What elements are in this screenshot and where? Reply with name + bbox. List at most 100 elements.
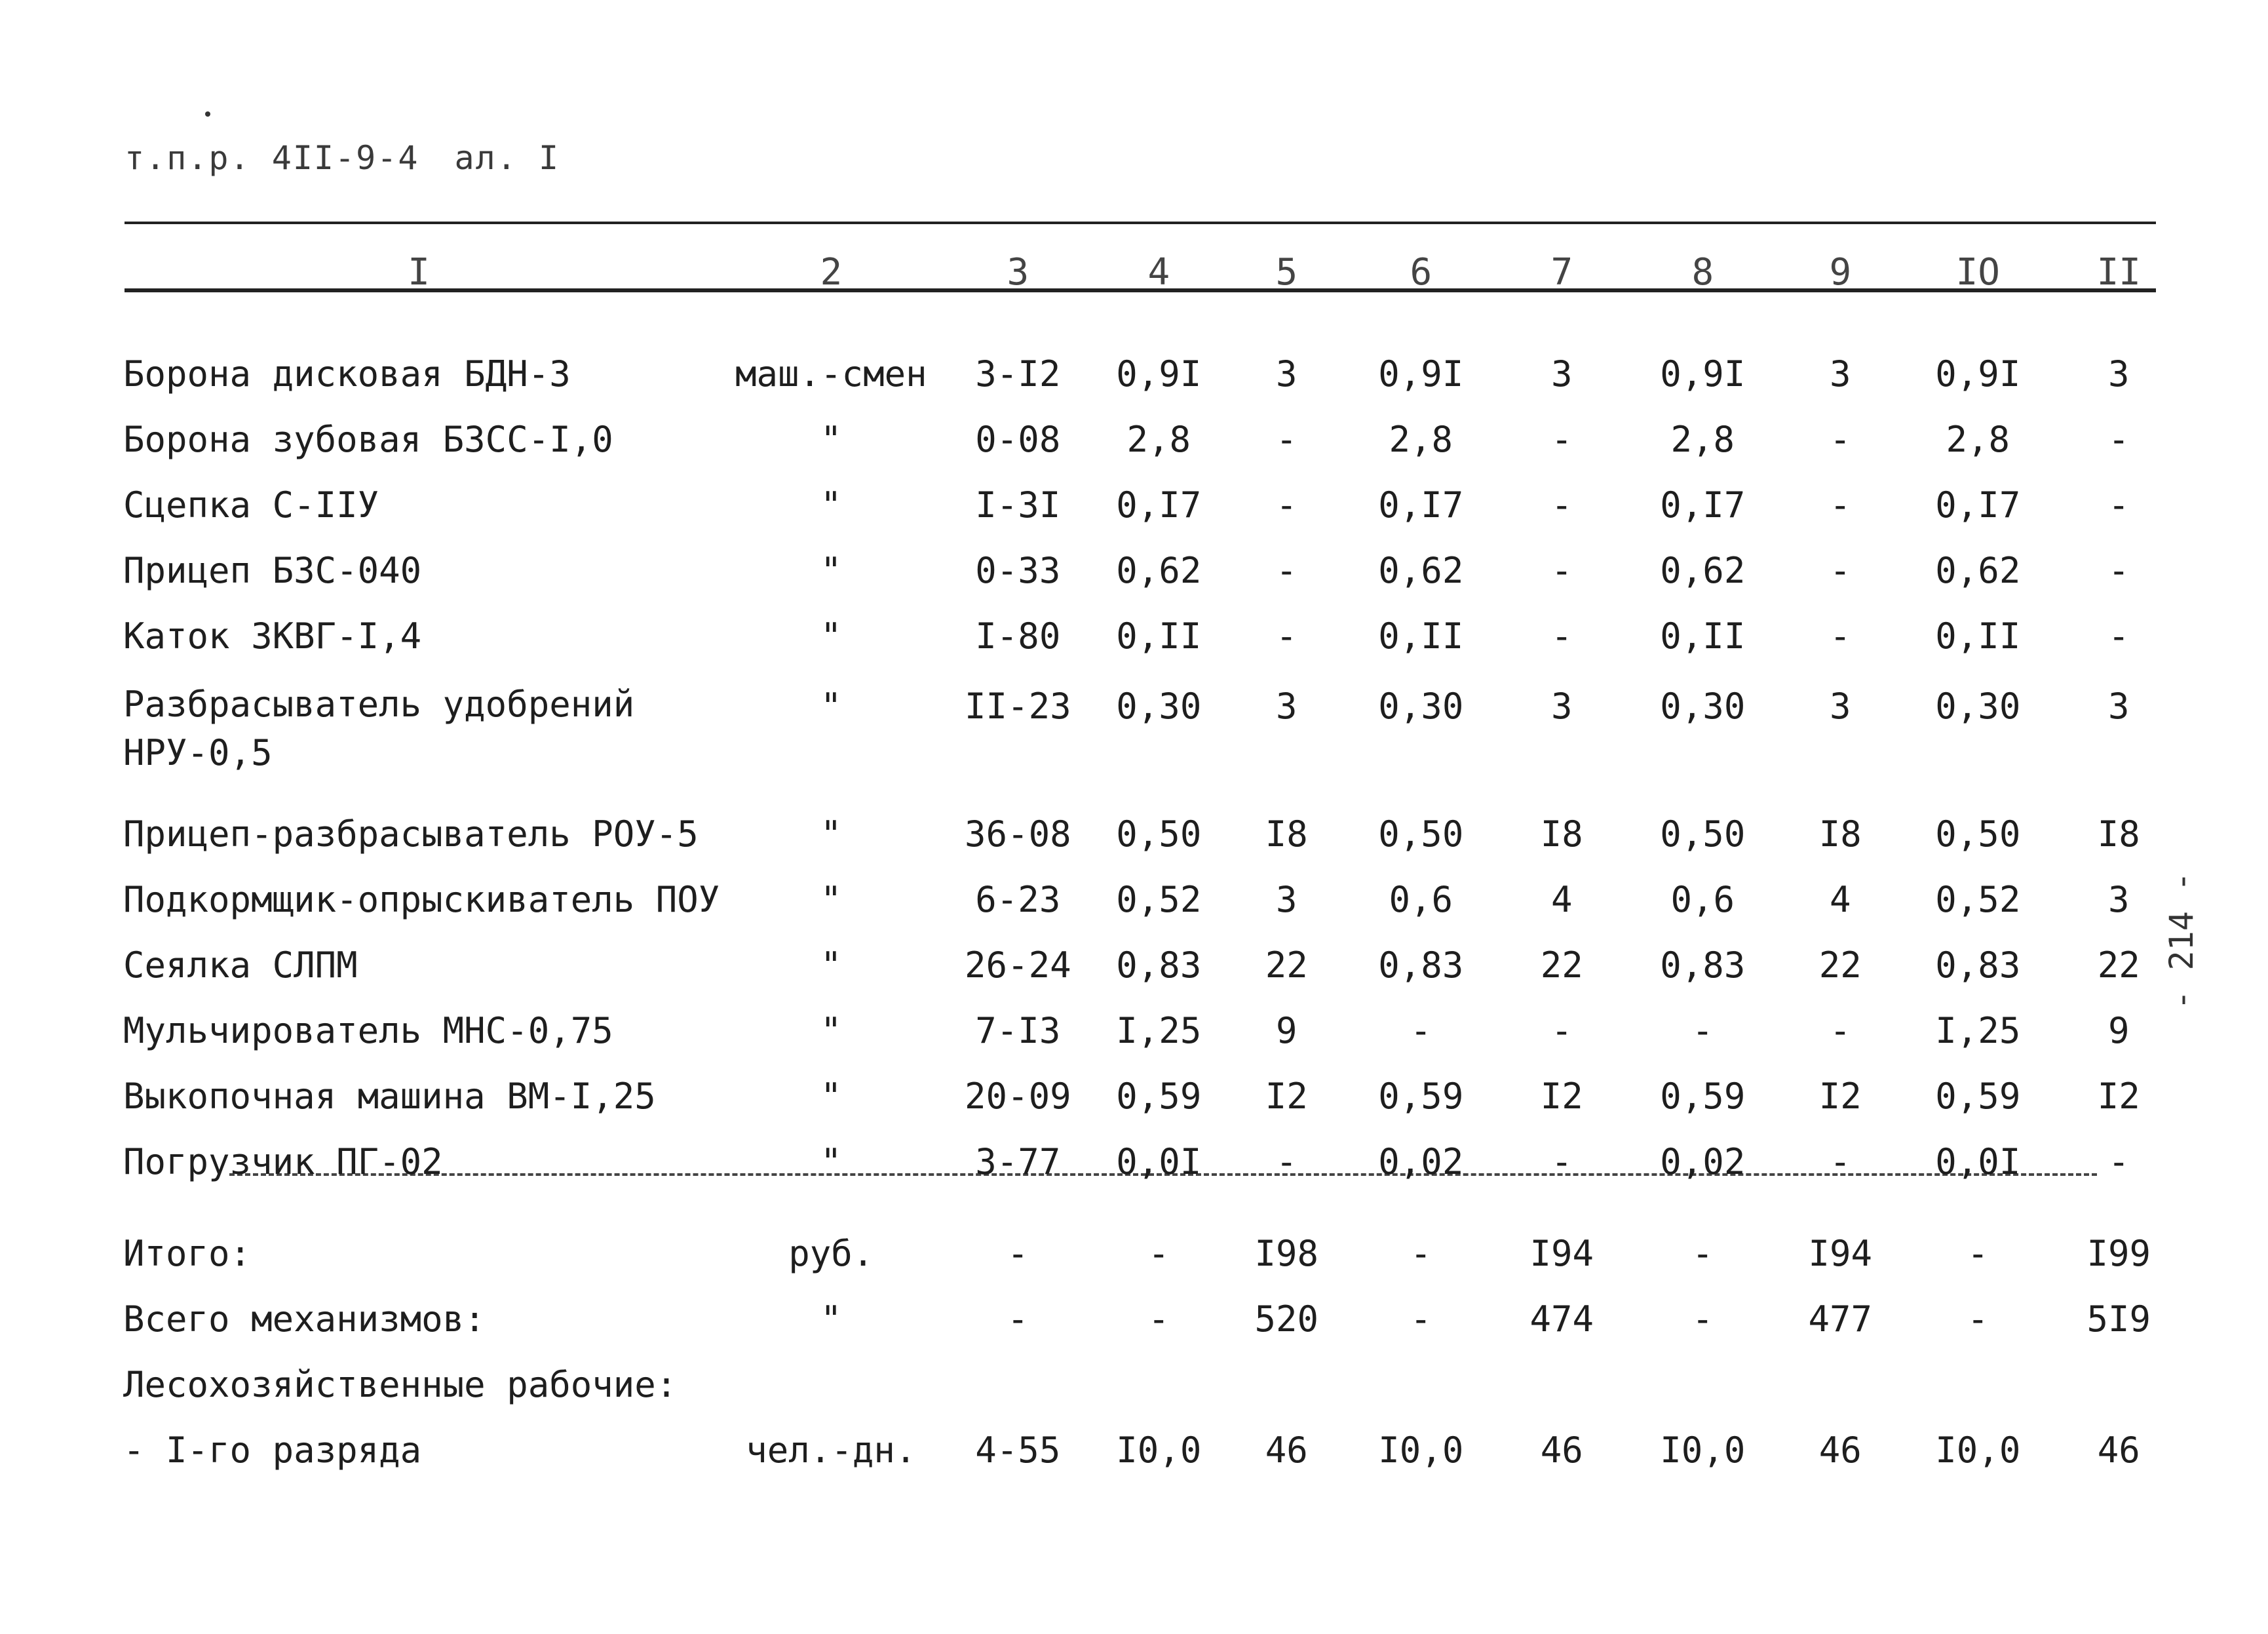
value-cell: - bbox=[1276, 418, 1297, 460]
value-cell: 5I9 bbox=[2086, 1298, 2151, 1340]
value-cell: - bbox=[1551, 484, 1573, 526]
value-cell: 0,9I bbox=[1378, 353, 1464, 395]
unit-cell: маш.-смен bbox=[735, 353, 927, 395]
table-row: Погрузчик ПГ-02 " 3-77 0,0I - 0,02 - 0,02 - 0,0I - bbox=[118, 1129, 2187, 1194]
value-cell: I0,0 bbox=[1378, 1429, 1464, 1471]
value-cell: - bbox=[1007, 1232, 1029, 1274]
row-label: Прицеп БЗС-040 bbox=[123, 549, 422, 591]
value-cell: - bbox=[1830, 615, 1851, 657]
value-cell: I0,0 bbox=[1660, 1429, 1746, 1471]
value-cell: 4 bbox=[1551, 878, 1573, 920]
value-cell: - bbox=[1830, 484, 1851, 526]
value-cell: 0,I7 bbox=[1935, 484, 2021, 526]
value-cell: I8 bbox=[1818, 813, 1862, 855]
value-cell: 6-23 bbox=[975, 878, 1061, 920]
row-label: Прицеп-разбрасыватель РОУ-5 bbox=[123, 813, 699, 855]
value-cell: - bbox=[2108, 1140, 2130, 1182]
row-label: Разбрасыватель удобрений НРУ-0,5 bbox=[123, 684, 635, 773]
value-cell: 46 bbox=[1818, 1429, 1862, 1471]
value-cell: I2 bbox=[1265, 1075, 1308, 1117]
column-header: 2 bbox=[820, 250, 843, 294]
value-cell: 3 bbox=[1276, 878, 1297, 920]
row-label: Погрузчик ПГ-02 bbox=[123, 1140, 443, 1182]
value-cell: 3 bbox=[2108, 878, 2130, 920]
value-cell: - bbox=[1551, 1009, 1573, 1051]
worker-row: - I-го разряда чел.-дн. 4-55 I0,0 46 I0,0 46 I0… bbox=[118, 1417, 2187, 1483]
column-header: 8 bbox=[1691, 250, 1714, 294]
resource-table: I 2 3 4 5 6 7 8 9 IO II Борона дисковая … bbox=[118, 236, 2187, 1483]
total-row: Всего механизмов: " - - 520 - 474 - 477 - 5I9 bbox=[118, 1286, 2187, 1352]
value-cell: 0,62 bbox=[1935, 549, 2021, 591]
value-cell: 3 bbox=[2108, 353, 2130, 395]
value-cell: 0,62 bbox=[1116, 549, 1202, 591]
row-label: - I-го разряда bbox=[123, 1429, 422, 1471]
value-cell: - bbox=[1410, 1232, 1432, 1274]
value-cell: 46 bbox=[2097, 1429, 2140, 1471]
value-cell: - bbox=[1551, 1140, 1573, 1182]
value-cell: - bbox=[1830, 418, 1851, 460]
value-cell: I0,0 bbox=[1116, 1429, 1202, 1471]
row-label: Каток ЗКВГ-I,4 bbox=[123, 615, 422, 657]
value-cell: I,25 bbox=[1116, 1009, 1202, 1051]
value-cell: 36-08 bbox=[965, 813, 1071, 855]
unit-cell: " bbox=[820, 1009, 842, 1051]
value-cell: I8 bbox=[2097, 813, 2140, 855]
total-row: Итого: руб. - - I98 - I94 - I94 - I99 bbox=[118, 1220, 2187, 1286]
value-cell: - bbox=[1007, 1298, 1029, 1340]
value-cell: - bbox=[1276, 1140, 1297, 1182]
value-cell: 0,II bbox=[1116, 615, 1202, 657]
value-cell: 0,9I bbox=[1935, 353, 2021, 395]
value-cell: I99 bbox=[2086, 1232, 2151, 1274]
value-cell: 0,59 bbox=[1660, 1075, 1746, 1117]
table-row: Разбрасыватель удобрений НРУ-0,5 " II-23 0,… bbox=[118, 669, 2187, 801]
value-cell: 0,83 bbox=[1378, 944, 1464, 986]
table-row: Подкормщик-опрыскиватель ПОУ " 6-23 0,52 3 0,… bbox=[118, 866, 2187, 932]
row-label: Итого: bbox=[123, 1232, 252, 1274]
column-header: 3 bbox=[1007, 250, 1029, 294]
value-cell: I-80 bbox=[975, 615, 1061, 657]
value-cell: 0,0I bbox=[1935, 1140, 2021, 1182]
unit-cell: " bbox=[820, 484, 842, 526]
table-row: Борона дисковая БДН-3 маш.-смен 3-I2 0,9I 3 0… bbox=[118, 341, 2187, 406]
value-cell: 2,8 bbox=[1946, 418, 2010, 460]
value-cell: 0,9I bbox=[1116, 353, 1202, 395]
value-cell: 0,0I bbox=[1116, 1140, 1202, 1182]
section-row: Лесохозяйственные рабочие: bbox=[118, 1352, 2187, 1417]
value-cell: 0,59 bbox=[1116, 1075, 1202, 1117]
value-cell: - bbox=[1276, 484, 1297, 526]
value-cell: 3-I2 bbox=[975, 353, 1061, 395]
value-cell: 0,I7 bbox=[1660, 484, 1746, 526]
value-cell: - bbox=[2108, 615, 2130, 657]
value-cell: 0,62 bbox=[1378, 549, 1464, 591]
value-cell: 0,II bbox=[1660, 615, 1746, 657]
table-row: Мульчирователь МНС-0,75 " 7-I3 I,25 9 - - - - I,2… bbox=[118, 998, 2187, 1063]
value-cell: I2 bbox=[2097, 1075, 2140, 1117]
value-cell: I94 bbox=[1808, 1232, 1873, 1274]
column-header: 6 bbox=[1410, 250, 1432, 294]
value-cell: 3 bbox=[1276, 686, 1297, 727]
value-cell: - bbox=[1276, 549, 1297, 591]
row-label: Борона зубовая БЗСС-I,0 bbox=[123, 418, 613, 460]
value-cell: - bbox=[1967, 1298, 1989, 1340]
table-row: Выкопочная машина ВМ-I,25 " 20-09 0,59 I2 0,5… bbox=[118, 1063, 2187, 1129]
value-cell: 0-08 bbox=[975, 418, 1061, 460]
value-cell: - bbox=[1692, 1232, 1714, 1274]
value-cell: 0,59 bbox=[1935, 1075, 2021, 1117]
value-cell: 0,30 bbox=[1660, 686, 1746, 727]
value-cell: - bbox=[1410, 1298, 1432, 1340]
document-header: т.п.р. 4II-9-4 ал. I bbox=[125, 139, 574, 177]
value-cell: 0,II bbox=[1378, 615, 1464, 657]
table-row: Прицеп-разбрасыватель РОУ-5 " 36-08 0,50 I8 0… bbox=[118, 801, 2187, 866]
value-cell: 22 bbox=[1818, 944, 1862, 986]
section-title: Лесохозяйственные рабочие: bbox=[123, 1363, 678, 1405]
value-cell: - bbox=[1551, 615, 1573, 657]
unit-cell: " bbox=[820, 1298, 842, 1340]
value-cell: 2,8 bbox=[1389, 418, 1453, 460]
value-cell: 0,83 bbox=[1660, 944, 1746, 986]
unit-cell: " bbox=[820, 686, 842, 727]
project-code: т.п.р. 4II-9-4 bbox=[125, 139, 419, 177]
table-row: Сцепка С-IIУ " I-3I 0,I7 - 0,I7 - 0,I7 - 0,I7 - bbox=[118, 472, 2187, 537]
value-cell: I2 bbox=[1540, 1075, 1583, 1117]
value-cell: I2 bbox=[1818, 1075, 1862, 1117]
scan-dot bbox=[205, 111, 210, 117]
